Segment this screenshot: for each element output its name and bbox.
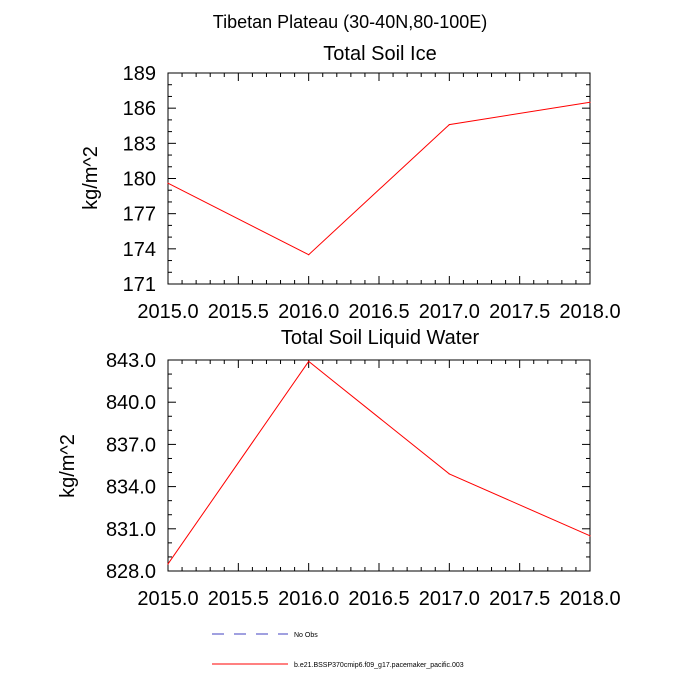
soil-ice-data-point xyxy=(167,182,169,184)
soil-ice-xtick-label: 2016.5 xyxy=(348,301,409,323)
soil-ice-ytick-label: 180 xyxy=(123,169,156,191)
soil-liquid-water-xtick-label: 2016.5 xyxy=(348,588,409,610)
soil-ice-ylabel: kg/m^2 xyxy=(80,146,102,210)
soil-ice-xtick-label: 2015.5 xyxy=(208,301,269,323)
soil-liquid-water-ytick-label: 834.0 xyxy=(106,477,156,499)
soil-liquid-water-xtick-label: 2015.5 xyxy=(208,588,269,610)
soil-liquid-water-xtick-label: 2016.0 xyxy=(278,588,339,610)
figure-title: Tibetan Plateau (30-40N,80-100E) xyxy=(213,12,488,32)
soil-ice-xtick-label: 2017.0 xyxy=(419,301,480,323)
soil-ice-series-line xyxy=(167,101,591,256)
soil-ice-ytick-label: 177 xyxy=(123,204,156,226)
soil-liquid-water-ytick-label: 840.0 xyxy=(106,392,156,414)
soil-ice-data-point xyxy=(589,101,591,103)
soil-liquid-water-title: Total Soil Liquid Water xyxy=(281,327,480,349)
soil-liquid-water-xtick-label: 2017.5 xyxy=(489,588,550,610)
soil-ice-xtick-label: 2018.0 xyxy=(559,301,620,323)
legend-label-no-obs: No Obs xyxy=(294,632,318,639)
soil-liquid-water-ytick-label: 831.0 xyxy=(106,519,156,541)
soil-liquid-water-data-point xyxy=(308,360,310,363)
soil-ice-ytick-label: 183 xyxy=(123,133,156,155)
soil-ice-ytick-label: 186 xyxy=(123,98,156,120)
soil-liquid-water-xtick-label: 2015.0 xyxy=(137,588,198,610)
soil-ice-ytick-label: 171 xyxy=(123,274,156,296)
legend: No Obs b.e21.BSSP370cmip6.f09_g17.pacema… xyxy=(212,632,464,669)
soil-ice-xtick-label: 2015.0 xyxy=(137,301,198,323)
soil-liquid-water-ytick-label: 828.0 xyxy=(106,561,156,583)
soil-liquid-water-data-point xyxy=(167,563,169,565)
soil-liquid-water-xtick-label: 2017.0 xyxy=(419,588,480,610)
soil-liquid-water-panel: Total Soil Liquid Water kg/m^2 2015.0 201… xyxy=(57,327,621,610)
soil-liquid-water-series-line xyxy=(167,360,591,565)
soil-ice-ytick-label: 189 xyxy=(123,63,156,85)
legend-label-model: b.e21.BSSP370cmip6.f09_g17.pacemaker_pac… xyxy=(294,662,464,669)
soil-ice-plot-frame xyxy=(167,72,591,285)
soil-ice-data-point xyxy=(308,254,310,256)
soil-liquid-water-xtick-label: 2018.0 xyxy=(559,588,620,610)
soil-ice-xtick-label: 2017.5 xyxy=(489,301,550,323)
soil-liquid-water-data-point xyxy=(448,473,450,475)
soil-liquid-water-data-point xyxy=(589,535,591,537)
soil-ice-xtick-label: 2016.0 xyxy=(278,301,339,323)
soil-liquid-water-ytick-label: 837.0 xyxy=(106,434,156,456)
soil-liquid-water-plot-frame xyxy=(167,359,591,572)
soil-ice-panel: Total Soil Ice kg/m^2 2015.0 2015.5 2016.0… xyxy=(80,43,621,323)
soil-liquid-water-ytick-label: 843.0 xyxy=(106,350,156,372)
soil-ice-ytick-label: 174 xyxy=(123,239,156,261)
soil-ice-data-point xyxy=(448,123,450,126)
soil-ice-title: Total Soil Ice xyxy=(323,43,436,65)
soil-liquid-water-ylabel: kg/m^2 xyxy=(57,434,79,498)
